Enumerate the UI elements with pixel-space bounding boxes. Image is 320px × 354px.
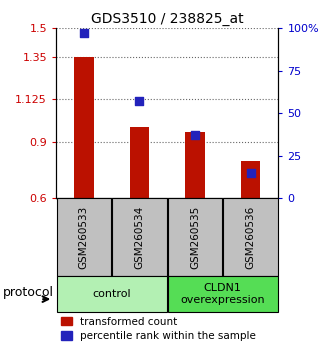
Text: GSM260536: GSM260536	[246, 206, 256, 269]
Title: GDS3510 / 238825_at: GDS3510 / 238825_at	[91, 12, 244, 26]
Text: control: control	[92, 289, 131, 299]
Text: GSM260535: GSM260535	[190, 206, 200, 269]
Text: GSM260533: GSM260533	[79, 206, 89, 269]
Bar	[57, 198, 111, 276]
Bar	[168, 276, 278, 312]
Text: protocol: protocol	[3, 286, 54, 298]
Bar	[168, 198, 222, 276]
Point	[81, 30, 86, 36]
Bar	[112, 198, 167, 276]
Bar	[57, 276, 167, 312]
Bar	[74, 57, 93, 198]
Bar	[185, 132, 205, 198]
Point	[137, 98, 142, 104]
Point	[192, 132, 197, 138]
Text: CLDN1
overexpression: CLDN1 overexpression	[180, 283, 265, 305]
Bar	[130, 127, 149, 198]
Legend: transformed count, percentile rank within the sample: transformed count, percentile rank withi…	[61, 317, 256, 341]
Bar	[223, 198, 278, 276]
Point	[248, 170, 253, 176]
Text: GSM260534: GSM260534	[134, 206, 144, 269]
Bar	[241, 161, 260, 198]
